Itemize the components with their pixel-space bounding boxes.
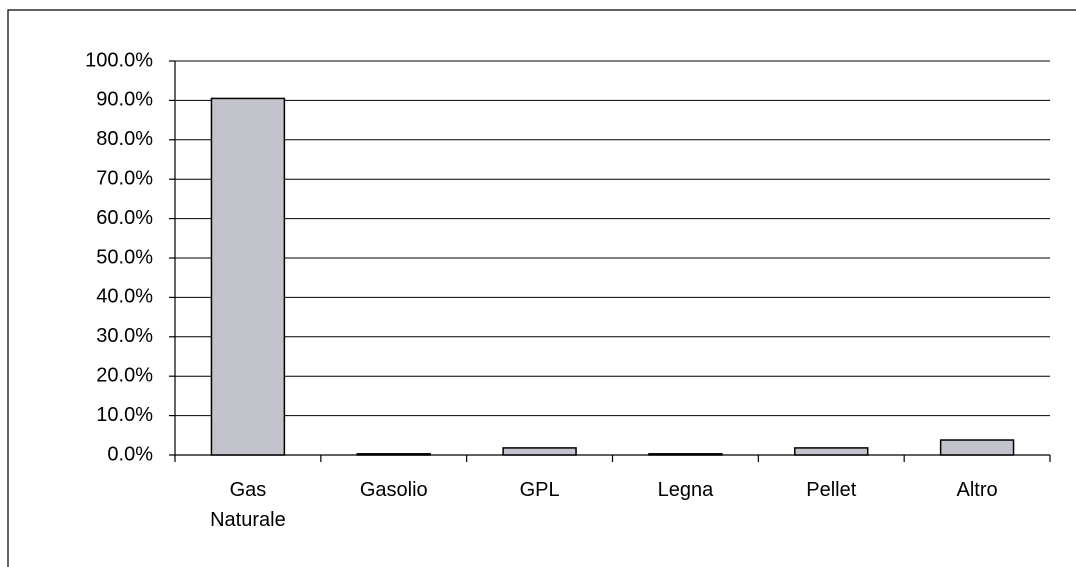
x-tick-label: Gas Naturale	[210, 479, 286, 531]
y-tick-label: 30.0%	[96, 325, 153, 347]
y-tick-label: 0.0%	[107, 443, 153, 465]
bar	[210, 97, 286, 456]
x-tick-label-line: Altro	[957, 479, 998, 501]
x-tick-label-line: Naturale	[210, 509, 286, 531]
x-tick-label-line: Pellet	[806, 479, 856, 501]
y-tick-label: 10.0%	[96, 404, 153, 426]
x-tick-label: Altro	[957, 479, 998, 501]
y-tick-label: 80.0%	[96, 128, 153, 150]
y-tick-label: 70.0%	[96, 167, 153, 189]
bar	[939, 439, 1015, 456]
y-tick-label: 60.0%	[96, 207, 153, 229]
x-tick-label-line: GPL	[520, 479, 560, 501]
bar	[356, 453, 431, 456]
x-tick-label-line: Gasolio	[360, 479, 428, 501]
x-tick-label-line: Legna	[658, 479, 714, 501]
bar	[502, 447, 577, 456]
y-tick-label: 90.0%	[96, 89, 153, 111]
y-tick-label: 100.0%	[85, 49, 153, 71]
y-tick-label: 40.0%	[96, 286, 153, 308]
chart-frame	[7, 9, 1076, 567]
x-tick-label-line: Gas	[230, 479, 267, 501]
y-tick-label: 20.0%	[96, 364, 153, 386]
bar	[648, 453, 723, 456]
bar	[794, 447, 869, 456]
x-tick-label: Gasolio	[360, 479, 428, 501]
x-tick-label: Legna	[658, 479, 714, 501]
y-tick-label: 50.0%	[96, 246, 153, 268]
x-tick-label: GPL	[520, 479, 560, 501]
x-tick-label: Pellet	[806, 479, 856, 501]
